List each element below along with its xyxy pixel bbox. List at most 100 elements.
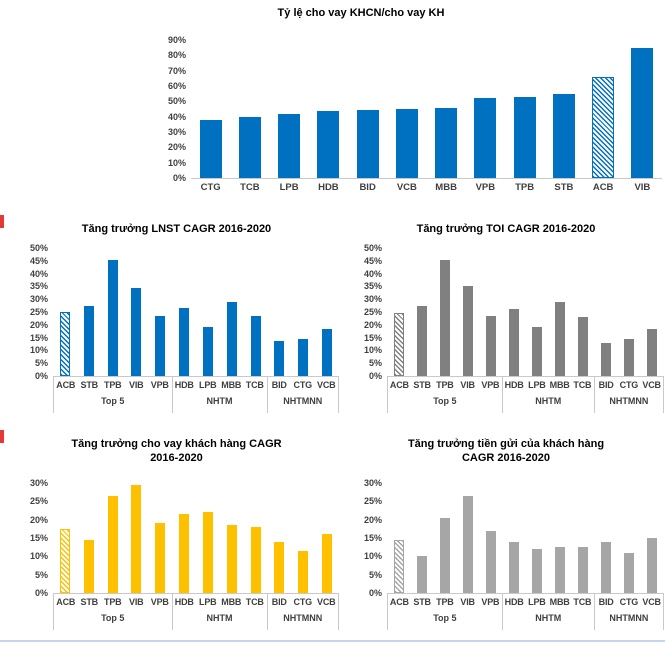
red-marker (0, 215, 4, 228)
x-axis-label: TPB (436, 596, 454, 607)
bar-slot (244, 483, 268, 593)
x-axis-label: VIB (460, 379, 475, 390)
chart-plot-area: 30% 25% 20% 15% 10% 5% 0% ACB STB TPB VIB VPB Top 5… (14, 478, 339, 630)
bar-bid (601, 541, 612, 593)
x-axis-label: TCB (240, 182, 260, 193)
x-axis-group: ACB STB TPB VIB VPB Top 5 (53, 377, 172, 413)
x-axis-label: MBB (221, 379, 242, 390)
bar-slot (505, 40, 544, 178)
bars (387, 248, 664, 376)
x-axis-label: BID (271, 379, 287, 390)
bar-mbb (226, 525, 237, 593)
bar-stb (83, 305, 94, 376)
bar-vpb (155, 523, 166, 593)
bar-slot (291, 483, 315, 593)
bar-acb (592, 76, 615, 178)
bar-ctg (624, 338, 635, 376)
chart-khcn-loan-ratio: Tỷ lệ cho vay KHCN/cho vay KH 90% 80% 70% 6… (60, 6, 662, 196)
x-axis-label: MBB (221, 596, 242, 607)
bar-vib (462, 495, 473, 593)
x-axis-group: HDB LPB MBB TCB NHTM (501, 594, 594, 630)
bar-hdb (508, 309, 519, 376)
bar-slot (148, 483, 172, 593)
x-axis-group: BID CTG VCB NHTMNN (266, 594, 339, 630)
x-axis-label: ACB (56, 596, 76, 607)
x-axis-group: HDB LPB MBB TCB NHTM (501, 377, 594, 413)
x-axis-label: VIB (634, 182, 651, 193)
x-axis-label: BID (598, 596, 614, 607)
bar-ctg (298, 338, 309, 376)
x-axis-group: BID CTG VCB NHTMNN (593, 377, 664, 413)
bar-slot (427, 40, 466, 178)
plot: CTG TCB LPB HDB BID VCB MBB VPB TPB STB ACB VIB (191, 40, 662, 196)
x-axis-label: HDB (318, 182, 339, 193)
bar-slot (191, 40, 230, 178)
x-axis-group-label: NHTM (535, 396, 562, 406)
x-axis-label: STB (554, 182, 574, 193)
bar-mbb (555, 547, 566, 593)
bar-slot (525, 248, 548, 376)
plot: ACB STB TPB VIB VPB Top 5 HDB LPB MBB TCB NHTM BID C… (53, 248, 339, 413)
bar-slot (53, 483, 77, 593)
x-axis-label: CTG (619, 596, 639, 607)
bar-slot (433, 248, 456, 376)
y-axis: 90% 80% 70% 60% 50% 40% 30% 20% 10% 0% (167, 35, 186, 183)
x-axis-group-label: Top 5 (101, 613, 125, 623)
bar-slot (618, 248, 641, 376)
bars (53, 248, 339, 376)
bars (387, 483, 664, 593)
bar-slot (433, 483, 456, 593)
bar-slot (549, 248, 572, 376)
bar-ctg (624, 552, 635, 593)
bar-vpb (485, 315, 496, 376)
bar-slot (196, 248, 220, 376)
bar-tcb (250, 527, 261, 593)
bar-slot (456, 248, 479, 376)
bar-slot (641, 248, 664, 376)
bar-lpb (202, 327, 213, 376)
x-axis-label: VPB (150, 596, 169, 607)
x-axis-label: LPB (199, 379, 217, 390)
x-axis-label: TCB (573, 596, 592, 607)
x-axis-label: STB (80, 596, 99, 607)
bar-slot (387, 40, 426, 178)
bar-vcb (322, 328, 333, 376)
bar-tcb (250, 315, 261, 376)
x-axis-label: TCB (573, 379, 592, 390)
bar-vib (462, 286, 473, 376)
x-axis-label: VCB (317, 379, 336, 390)
bar-acb (393, 313, 404, 376)
bar-lpb (202, 512, 213, 593)
bar-vpb (155, 315, 166, 376)
bar-lpb (532, 327, 542, 376)
bar-slot (101, 248, 125, 376)
x-axis-label: VCB (317, 596, 336, 607)
bar-slot (77, 483, 101, 593)
x-axis-group: ACB STB TPB VIB VPB Top 5 (53, 594, 172, 630)
x-axis-group: BID CTG VCB NHTMNN (266, 377, 339, 413)
bar-stb (552, 93, 575, 178)
x-axis-label: TCB (245, 379, 264, 390)
bar-slot (148, 248, 172, 376)
bar-tcb (238, 116, 261, 178)
x-axis-group: HDB LPB MBB TCB NHTM (171, 594, 267, 630)
x-axis-label: BID (271, 596, 287, 607)
bar-vcb (647, 538, 658, 593)
x-axis-label: CTG (200, 182, 221, 193)
chart-title: Tăng trưởng tiền gửi của khách hàng CAGR… (407, 438, 605, 464)
bar-slot (544, 40, 583, 178)
bar-acb (59, 312, 70, 376)
bar-slot (623, 40, 662, 178)
x-axis-label: VIB (129, 596, 144, 607)
bar-stb (416, 305, 427, 376)
plot: ACB STB TPB VIB VPB Top 5 HDB LPB MBB TCB NHTM BID C… (53, 483, 339, 630)
bar-slot (641, 483, 664, 593)
x-axis-group-label: NHTM (206, 396, 233, 406)
x-axis-label: HDB (504, 379, 524, 390)
bars (191, 40, 662, 178)
x-axis-label: MBB (549, 596, 570, 607)
bar-slot (348, 40, 387, 178)
bar-slot (549, 483, 572, 593)
bar-slot (618, 483, 641, 593)
bar-slot (196, 483, 220, 593)
